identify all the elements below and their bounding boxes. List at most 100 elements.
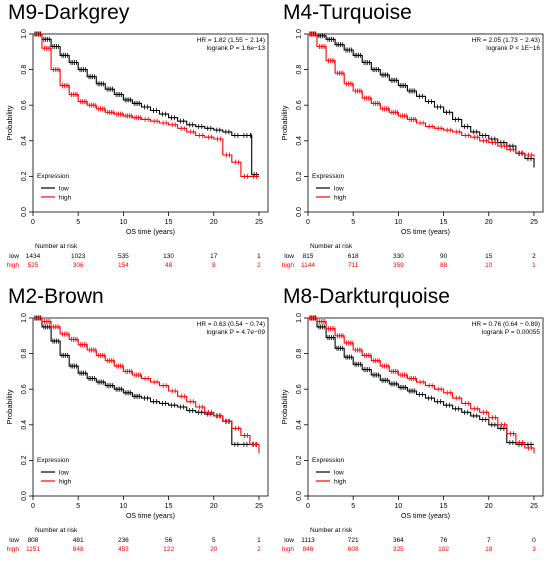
y-tick-label: 0.2: [21, 455, 28, 465]
risk-row-label-high: high: [7, 262, 20, 269]
legend-title: Expression: [312, 457, 345, 464]
risk-row-label-low: low: [284, 537, 294, 544]
risk-value-low: 815: [303, 253, 314, 260]
risk-table-header: Number at risk: [310, 527, 353, 534]
legend-label-low: low: [334, 186, 344, 193]
y-tick-label: 0.2: [21, 171, 28, 181]
risk-row-label-high: high: [7, 546, 20, 553]
x-axis-label: OS time (years): [126, 513, 175, 520]
km-plot-svg: 0.0 0.2 0.4 0.6 0.8 1.0 Probability 0 5 10 15 20 25 O…: [280, 313, 544, 553]
y-axis-label: Probability: [280, 389, 289, 424]
risk-row-label-high: high: [282, 546, 295, 553]
y-tick-label: 0.4: [21, 420, 28, 430]
panel-title: M2-Brown: [8, 285, 104, 308]
legend-title: Expression: [312, 173, 345, 180]
x-tick-label: 25: [255, 219, 263, 226]
x-tick-label: 0: [306, 503, 310, 510]
legend-label-high: high: [334, 479, 347, 486]
risk-value-high: 1144: [301, 262, 315, 269]
y-tick-label: 0.4: [21, 136, 28, 146]
legend-label-low: low: [334, 470, 344, 477]
risk-value-low: 1434: [26, 253, 41, 260]
y-tick-label: 0.8: [21, 349, 28, 359]
km-curve-low: [33, 317, 259, 445]
km-curve-low: [308, 317, 534, 445]
risk-value-high: 20: [210, 546, 218, 553]
risk-value-low: 1: [257, 253, 261, 260]
y-tick-label: 1.0: [296, 313, 303, 323]
x-tick-label: 15: [440, 503, 448, 510]
km-panel-m2-brown: M2-Brown 0.0 0.2 0.4 0.6 0.8 1.0 Probability 0 5…: [0, 284, 275, 568]
y-tick-label: 0.4: [296, 420, 303, 430]
risk-value-high: 359: [393, 262, 404, 269]
risk-value-high: 122: [163, 546, 174, 553]
risk-value-low: 236: [118, 537, 129, 544]
x-tick-label: 10: [394, 219, 402, 226]
y-tick-label: 0.4: [296, 136, 303, 146]
legend-title: Expression: [37, 173, 70, 180]
km-panel-m9-darkgrey: M9-Darkgrey 0.0 0.2 0.4 0.6 0.8 1.0 Probabilit…: [0, 0, 275, 284]
x-tick-label: 0: [306, 219, 310, 226]
risk-value-high: 453: [118, 546, 129, 553]
risk-row-label-high: high: [282, 262, 295, 269]
y-tick-label: 1.0: [21, 29, 28, 39]
plot-frame: [32, 317, 269, 497]
risk-value-low: 76: [440, 537, 448, 544]
x-tick-label: 5: [76, 503, 80, 510]
risk-value-low: 17: [210, 253, 218, 260]
risk-value-low: 15: [485, 253, 493, 260]
risk-value-high: 1: [532, 262, 536, 269]
y-tick-label: 0.8: [21, 65, 28, 75]
risk-value-high: 846: [303, 546, 314, 553]
y-axis-label: Probability: [5, 389, 14, 424]
risk-value-high: 10: [485, 262, 493, 269]
x-tick-label: 20: [210, 503, 218, 510]
risk-value-high: 88: [440, 262, 448, 269]
km-panel-m8-darkturquoise: M8-Darkturquoise 0.0 0.2 0.4 0.6 0.8 1.0 Proba…: [275, 284, 550, 568]
y-tick-label: 0.6: [296, 100, 303, 110]
x-axis-label: OS time (years): [126, 229, 175, 236]
risk-value-low: 1023: [71, 253, 86, 260]
legend-title: Expression: [37, 457, 70, 464]
y-tick-label: 1.0: [296, 29, 303, 39]
risk-value-low: 481: [73, 537, 84, 544]
risk-table-header: Number at risk: [310, 243, 353, 250]
plot-frame: [307, 317, 544, 497]
x-tick-label: 15: [165, 503, 173, 510]
y-tick-label: 0.2: [296, 171, 303, 181]
km-plot-svg: 0.0 0.2 0.4 0.6 0.8 1.0 Probability 0 5 10 15 20 25 O…: [280, 29, 544, 269]
x-tick-label: 25: [530, 219, 538, 226]
km-panel-m4-turquoise: M4-Turquoise 0.0 0.2 0.4 0.6 0.8 1.0 Probabili…: [275, 0, 550, 284]
x-tick-label: 20: [485, 219, 493, 226]
y-tick-label: 0.0: [296, 491, 303, 501]
x-tick-label: 15: [165, 219, 173, 226]
risk-value-low: 56: [165, 537, 173, 544]
risk-value-high: 48: [165, 262, 173, 269]
x-tick-label: 10: [394, 503, 402, 510]
risk-value-high: 2: [257, 546, 261, 553]
risk-row-label-low: low: [9, 253, 19, 260]
y-tick-label: 0.8: [296, 349, 303, 359]
risk-value-high: 325: [393, 546, 404, 553]
risk-value-low: 7: [487, 537, 491, 544]
risk-value-high: 154: [118, 262, 129, 269]
hr-annotation: HR = 2.05 (1.73 − 2.43): [472, 37, 540, 44]
hr-annotation: HR = 1.82 (1.55 − 2.14): [197, 37, 265, 44]
risk-table-header: Number at risk: [35, 243, 78, 250]
y-tick-label: 0.6: [21, 100, 28, 110]
y-tick-label: 1.0: [21, 313, 28, 323]
x-tick-label: 15: [440, 219, 448, 226]
risk-value-low: 1113: [301, 537, 315, 544]
km-curve-low: [33, 33, 259, 176]
x-tick-label: 25: [530, 503, 538, 510]
y-tick-label: 0.8: [296, 65, 303, 75]
y-tick-label: 0.6: [296, 384, 303, 394]
risk-value-high: 608: [348, 546, 359, 553]
risk-value-low: 808: [28, 537, 39, 544]
x-tick-label: 25: [255, 503, 263, 510]
y-axis-label: Probability: [5, 105, 14, 140]
y-tick-label: 0.6: [21, 384, 28, 394]
x-axis-label: OS time (years): [401, 513, 450, 520]
legend-label-low: low: [59, 186, 69, 193]
risk-value-high: 8: [212, 262, 216, 269]
